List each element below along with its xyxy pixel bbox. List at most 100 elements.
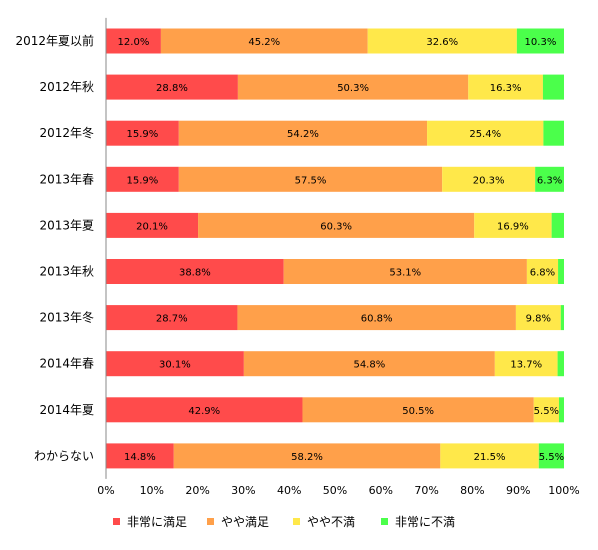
bar-segment xyxy=(178,166,443,192)
data-label: 28.8% xyxy=(156,83,188,94)
legend-label: 非常に満足 xyxy=(127,515,187,529)
bar-segment xyxy=(106,305,238,331)
bar-segment xyxy=(440,443,539,469)
bar-segment xyxy=(367,28,517,54)
data-label: 25.4% xyxy=(469,129,501,140)
data-label: 42.9% xyxy=(188,406,220,417)
x-axis: 0% 10% 20% 30% 40% 50% 60% 70% 80% 90% 100% xyxy=(97,17,580,497)
x-tick-label: 60% xyxy=(369,484,393,497)
data-label: 53.1% xyxy=(389,268,421,279)
data-label: 16.9% xyxy=(497,221,529,232)
legend-swatch xyxy=(207,518,214,525)
bar-segment xyxy=(106,120,179,146)
bar-segment xyxy=(442,166,536,192)
bar-segment xyxy=(106,443,174,469)
category-label: 2014年夏 xyxy=(39,403,94,417)
data-label: 30.1% xyxy=(159,360,191,371)
data-label: 28.7% xyxy=(156,314,188,325)
data-label: 15.9% xyxy=(127,129,159,140)
x-tick-label: 50% xyxy=(323,484,347,497)
bar-segment xyxy=(106,28,161,54)
bar-segment xyxy=(178,120,428,146)
bar-segment xyxy=(237,74,469,100)
x-tick-label: 100% xyxy=(548,484,579,497)
legend: 非常に満足 やや満足 やや不満 非常に不満 xyxy=(113,515,455,529)
x-tick-label: 40% xyxy=(277,484,301,497)
data-label: 10.3% xyxy=(525,37,557,48)
bar-segment xyxy=(542,74,564,100)
bar-segment xyxy=(468,74,543,100)
bar-segment xyxy=(515,305,561,331)
legend-swatch xyxy=(293,518,300,525)
bar-segment xyxy=(302,397,534,423)
data-label: 15.9% xyxy=(127,175,159,186)
bar-segment xyxy=(474,212,552,238)
data-label: 32.6% xyxy=(426,37,458,48)
bar-segment xyxy=(106,397,303,423)
bar-segment xyxy=(427,120,544,146)
data-label: 9.8% xyxy=(526,314,551,325)
bar-segment xyxy=(538,443,564,469)
bar-segment xyxy=(173,443,441,469)
data-label: 14.8% xyxy=(124,452,156,463)
data-label: 57.5% xyxy=(295,175,327,186)
category-label: 2013年秋 xyxy=(39,265,94,279)
data-label: 60.8% xyxy=(361,314,393,325)
bar-segment xyxy=(516,28,564,54)
legend-label: やや不満 xyxy=(307,515,355,529)
bar-segment xyxy=(283,259,527,284)
bar-segment xyxy=(494,351,558,377)
data-label: 60.3% xyxy=(320,221,352,232)
bar-segment xyxy=(160,28,368,54)
category-label: 2013年春 xyxy=(39,172,94,186)
bar-segment xyxy=(535,166,564,192)
bar-segment xyxy=(237,305,516,331)
bars-group: 12.0% 45.2% 32.6% 10.3% 28.8% 50.3% 16.3% 15.9%… xyxy=(106,28,564,469)
category-label: 2012年秋 xyxy=(39,80,94,94)
legend-swatch xyxy=(381,518,388,525)
data-label: 58.2% xyxy=(291,452,323,463)
data-label: 50.5% xyxy=(402,406,434,417)
bar-segment xyxy=(551,212,564,238)
data-label: 6.8% xyxy=(530,268,555,279)
bar-segment xyxy=(557,351,564,377)
category-label: 2013年夏 xyxy=(39,218,94,232)
category-labels: 2012年夏以前 2012年秋 2012年冬 2013年春 2013年夏 2013年秋 20… xyxy=(15,33,94,463)
data-label: 38.8% xyxy=(179,268,211,279)
x-tick-label: 0% xyxy=(97,484,114,497)
bar-segment xyxy=(543,120,564,146)
data-label: 5.5% xyxy=(534,406,559,417)
bar-segment xyxy=(106,351,244,377)
bar-segment xyxy=(106,212,199,238)
legend-swatch xyxy=(113,518,120,525)
bar-segment xyxy=(106,166,179,192)
data-label: 13.7% xyxy=(510,360,542,371)
category-label: 2012年夏以前 xyxy=(15,33,94,48)
x-tick-label: 70% xyxy=(414,484,438,497)
data-label: 45.2% xyxy=(248,37,280,48)
data-label: 50.3% xyxy=(337,83,369,94)
x-tick-label: 30% xyxy=(231,484,255,497)
bar-segment xyxy=(198,212,475,238)
category-label: 2014年春 xyxy=(39,357,94,371)
data-label: 6.3% xyxy=(537,175,562,186)
x-tick-label: 10% xyxy=(140,484,164,497)
category-label: わからない xyxy=(34,449,94,463)
bar-segment xyxy=(533,397,559,423)
bar-segment xyxy=(106,74,238,100)
category-label: 2013年冬 xyxy=(39,310,94,325)
bar-segment xyxy=(243,351,495,377)
x-tick-label: 90% xyxy=(506,484,530,497)
data-label: 5.5% xyxy=(539,452,564,463)
data-label: 54.2% xyxy=(287,129,319,140)
data-label: 12.0% xyxy=(118,37,150,48)
bar-segment xyxy=(558,259,564,284)
x-tick-label: 80% xyxy=(460,484,484,497)
bar-segment xyxy=(560,305,564,331)
data-label: 54.8% xyxy=(353,360,385,371)
legend-label: やや満足 xyxy=(221,515,269,529)
data-label: 21.5% xyxy=(474,452,506,463)
data-label: 20.1% xyxy=(136,221,168,232)
bar-segment xyxy=(526,259,559,284)
